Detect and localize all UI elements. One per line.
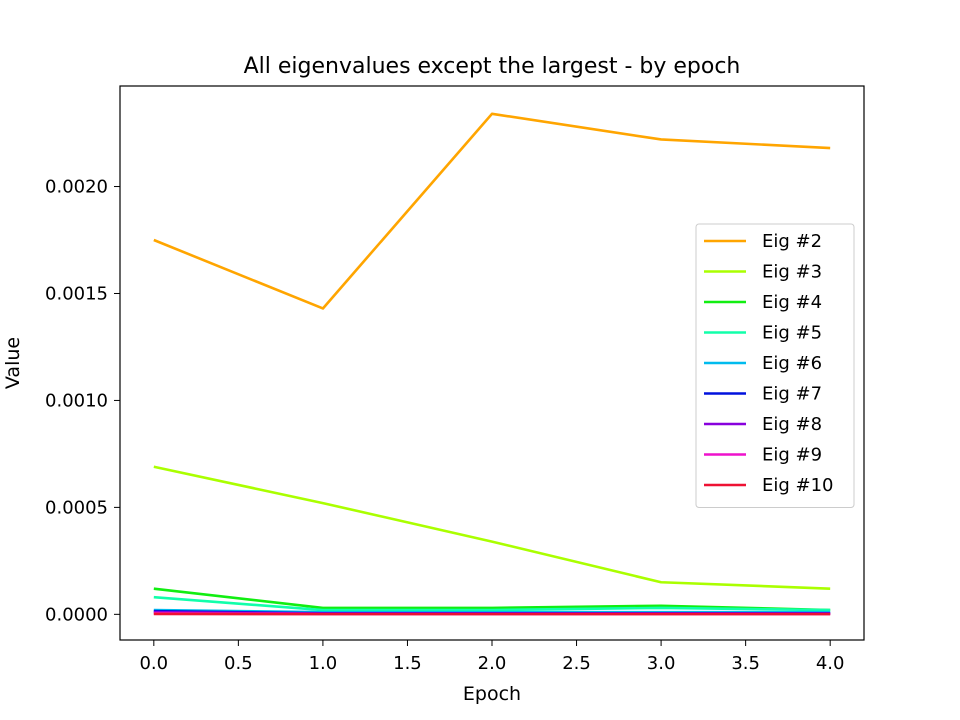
legend-box [695, 223, 855, 508]
x-tick-label: 4.0 [816, 653, 845, 674]
legend-entry: Eig #8 [704, 414, 822, 435]
legend-label: Eig #3 [762, 262, 822, 283]
x-axis: 0.0 0.5 1.0 1.5 2.0 2.5 3.0 3.5 4.0 [139, 640, 845, 674]
legend-label: Eig #9 [762, 445, 822, 466]
legend-label: Eig #5 [762, 323, 822, 344]
x-tick-label: 1.0 [309, 653, 338, 674]
legend-entry: Eig #6 [704, 353, 822, 374]
series-layer [153, 112, 831, 616]
legend-entry: Eig #3 [704, 262, 822, 283]
x-tick-label: 2.0 [478, 653, 507, 674]
x-axis-label: Epoch [463, 683, 521, 705]
legend-label: Eig #7 [762, 384, 822, 405]
legend-label: Eig #2 [762, 231, 822, 252]
x-tick-label: 3.0 [647, 653, 676, 674]
series-line-eig-3 [153, 465, 831, 590]
legend-label: Eig #10 [762, 475, 834, 496]
legend-label: Eig #8 [762, 414, 822, 435]
x-tick-label: 2.5 [562, 653, 591, 674]
y-tick-label: 0.0015 [45, 283, 108, 304]
legend-entry: Eig #10 [704, 475, 834, 496]
y-axis: 0.0000 0.0005 0.0010 0.0015 0.0020 [45, 177, 120, 625]
y-tick-label: 0.0000 [45, 604, 108, 625]
series-line-eig-5 [153, 595, 831, 612]
legend-label: Eig #6 [762, 353, 822, 374]
x-tick-label: 1.5 [393, 653, 422, 674]
legend-entry: Eig #7 [704, 384, 822, 405]
series-line-eig-2 [153, 112, 831, 310]
legend-entry: Eig #5 [704, 323, 822, 344]
series-line-eig-4 [153, 587, 831, 612]
y-axis-label: Value [2, 337, 24, 389]
legend-label: Eig #4 [762, 292, 822, 313]
x-tick-label: 3.5 [731, 653, 760, 674]
x-tick-label: 0.0 [139, 653, 168, 674]
x-tick-label: 0.5 [224, 653, 253, 674]
legend: Eig #2 Eig #3 Eig #4 Eig #5 Eig #6 Eig #7 Eig … [695, 223, 855, 508]
legend-entry: Eig #2 [704, 231, 822, 252]
legend-entry: Eig #9 [704, 445, 822, 466]
legend-entry: Eig #4 [704, 292, 822, 313]
y-tick-label: 0.0020 [45, 177, 108, 198]
y-tick-label: 0.0005 [45, 497, 108, 518]
y-tick-label: 0.0010 [45, 390, 108, 411]
chart-title: All eigenvalues except the largest - by … [244, 54, 741, 79]
